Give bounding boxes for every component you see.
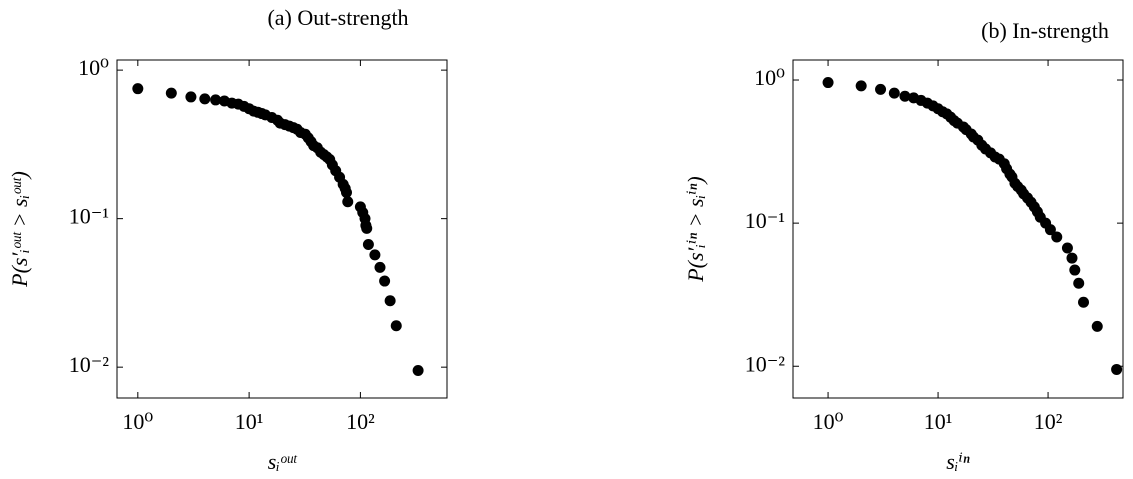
data-point [185, 91, 197, 103]
y-tick-label: 10⁰ [78, 55, 109, 80]
data-point [822, 77, 834, 89]
data-point [390, 320, 402, 332]
data-point [369, 249, 381, 261]
data-point [855, 80, 867, 92]
data-point [340, 186, 352, 198]
chart-title: (b) In-strength [981, 18, 1109, 43]
data-point [165, 87, 177, 99]
data-point [1078, 296, 1090, 308]
data-point [875, 83, 887, 95]
data-point [888, 87, 900, 99]
data-point [1051, 231, 1063, 243]
data-point [1069, 264, 1081, 276]
data-point [361, 222, 373, 234]
data-point [412, 364, 424, 376]
axes-box [116, 59, 448, 399]
data-point [1111, 363, 1123, 375]
x-tick-label: 10¹ [235, 409, 264, 434]
y-axis-label: P(s′ᵢᵒᵘᵗ > sᵢᵒᵘᵗ) [7, 171, 32, 288]
x-tick-label: 10⁰ [813, 409, 844, 434]
y-axis-label: P(s′ᵢⁱⁿ > sᵢⁱⁿ) [683, 176, 708, 283]
data-point [384, 295, 396, 307]
y-tick-label: 10⁻¹ [745, 208, 785, 233]
x-tick-label: 10² [1034, 409, 1063, 434]
x-tick-label: 10⁰ [122, 409, 153, 434]
data-point [379, 275, 391, 287]
y-tick-label: 10⁻² [745, 351, 786, 376]
data-point [1073, 277, 1085, 289]
data-point [1091, 320, 1103, 332]
data-point [1061, 242, 1073, 254]
y-tick-label: 10⁻² [69, 352, 110, 377]
data-point [1044, 224, 1056, 236]
data-point [899, 90, 911, 102]
data-point [199, 93, 211, 105]
x-tick-label: 10² [346, 409, 375, 434]
chart-title: (a) Out-strength [267, 5, 408, 30]
data-point [132, 83, 144, 95]
x-axis-label: sᵢᵒᵘᵗ [268, 449, 298, 474]
x-axis-label: sᵢⁱⁿ [946, 449, 969, 474]
data-point [342, 196, 354, 208]
data-point [362, 238, 374, 250]
data-point [374, 261, 386, 273]
data-point [1066, 252, 1078, 264]
x-tick-label: 10¹ [924, 409, 953, 434]
y-tick-label: 10⁰ [754, 65, 785, 90]
data-point [210, 94, 222, 106]
axes-box [792, 59, 1124, 399]
y-tick-label: 10⁻¹ [69, 204, 109, 229]
